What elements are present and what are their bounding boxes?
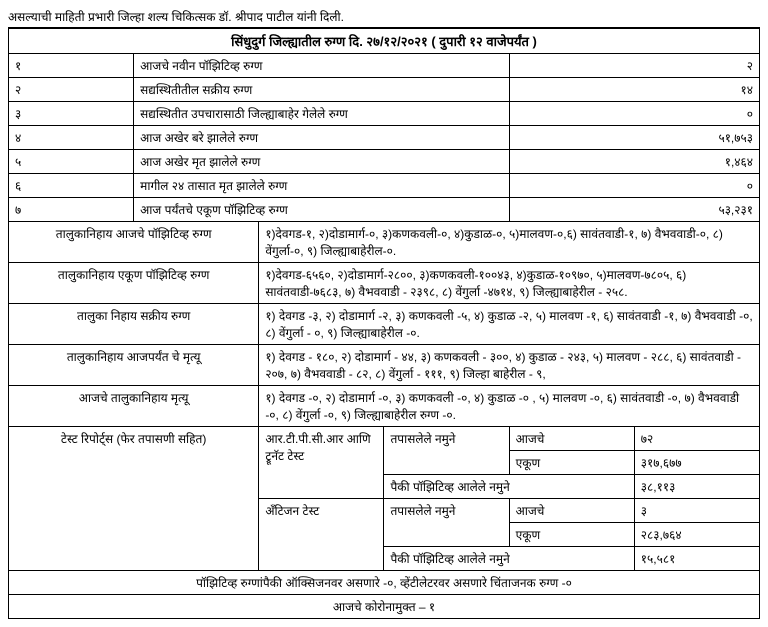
- taluka-row: आजचे तालुकानिहाय मृत्यू १) देवगड -०, २) …: [9, 386, 760, 427]
- taluka-value: १) देवगड -३, २) दोडामार्ग -२, ३) कणकवली …: [259, 304, 760, 345]
- bottom-note-2: आजचे कोरोनामुक्त – १: [9, 595, 760, 619]
- row-label: सद्यस्थितीत उपचारासाठी जिल्ह्याबाहेर गेल…: [134, 102, 509, 126]
- test-type-rtpcr: आर.टी.पी.सी.आर आणि ट्रूनॅट टेस्ट: [259, 427, 384, 499]
- row-label: मागील २४ तासात मृत झालेले रुग्ण: [134, 174, 509, 198]
- row-num: ३: [9, 102, 134, 126]
- stat-row: ६ मागील २४ तासात मृत झालेले रुग्ण ०: [9, 174, 760, 198]
- test-value: १५,५८१: [634, 547, 759, 571]
- taluka-row: तालुकानिहाय आजपर्यंत चे मृत्यू १) देवगड …: [9, 345, 760, 386]
- row-label: आज पर्यंतचे एकूण पॉझिटिव्ह रुग्ण: [134, 198, 509, 222]
- row-num: २: [9, 78, 134, 102]
- taluka-label: तालुकानिहाय एकूण पॉझिटिव्ह रुग्ण: [9, 263, 259, 304]
- table-title: सिंधुदुर्ग जिल्ह्यातील रुग्ण दि. २७/१२/२…: [9, 29, 760, 54]
- row-label: आजचे नवीन पॉझिटिव्ह रुग्ण: [134, 54, 509, 78]
- taluka-value: १) देवगड -०, २) दोडामार्ग -०, ३) कणकवली …: [259, 386, 760, 427]
- row-num: ५: [9, 150, 134, 174]
- taluka-label: तालुकानिहाय आजपर्यंत चे मृत्यू: [9, 345, 259, 386]
- test-metric: तपासलेले नमुने: [384, 499, 509, 547]
- taluka-row: तालुकानिहाय एकूण पॉझिटिव्ह रुग्ण १)देवगड…: [9, 263, 760, 304]
- taluka-value: १)देवगड-१, २)दोडामार्ग-०, ३)कणकवली-०, ४)…: [259, 222, 760, 263]
- taluka-row: तालुकानिहाय आजचे पॉझिटिव्ह रुग्ण १)देवगड…: [9, 222, 760, 263]
- taluka-value: १) देवगड - १८०, २) दोडामार्ग - ४४, ३) कण…: [259, 345, 760, 386]
- stat-row: १ आजचे नवीन पॉझिटिव्ह रुग्ण २: [9, 54, 760, 78]
- stat-row: ३ सद्यस्थितीत उपचारासाठी जिल्ह्याबाहेर ग…: [9, 102, 760, 126]
- row-value: ५३,२३१: [509, 198, 759, 222]
- row-num: ७: [9, 198, 134, 222]
- test-sub-today: आजचे: [509, 499, 634, 523]
- test-pos-label: पैकी पॉझिटिव्ह आलेले नमुने: [384, 475, 634, 499]
- covid-report-table: सिंधुदुर्ग जिल्ह्यातील रुग्ण दि. २७/१२/२…: [8, 28, 760, 619]
- test-row: टेस्ट रिपोर्ट्स (फेर तपासणी सहित) आर.टी.…: [9, 427, 760, 451]
- test-pos-label: पैकी पॉझिटिव्ह आलेले नमुने: [384, 547, 634, 571]
- stat-row: ४ आज अखेर बरे झालेले रुग्ण ५१,७५३: [9, 126, 760, 150]
- row-value: १४: [509, 78, 759, 102]
- taluka-label: तालुकानिहाय आजचे पॉझिटिव्ह रुग्ण: [9, 222, 259, 263]
- test-value: ३८,११३: [634, 475, 759, 499]
- test-sub-total: एकूण: [509, 451, 634, 475]
- test-value: ३१७,६७७: [634, 451, 759, 475]
- test-type-antigen: अँटिजन टेस्ट: [259, 499, 384, 571]
- row-label: सद्यस्थितीतील सक्रीय रुग्ण: [134, 78, 509, 102]
- stat-row: २ सद्यस्थितीतील सक्रीय रुग्ण १४: [9, 78, 760, 102]
- taluka-label: आजचे तालुकानिहाय मृत्यू: [9, 386, 259, 427]
- row-label: आज अखेर बरे झालेले रुग्ण: [134, 126, 509, 150]
- test-metric: तपासलेले नमुने: [384, 427, 509, 475]
- test-sub-total: एकूण: [509, 523, 634, 547]
- stat-row: ५ आज अखेर मृत झालेले रुग्ण १,४६४: [9, 150, 760, 174]
- test-value: २८३,७६४: [634, 523, 759, 547]
- row-value: १,४६४: [509, 150, 759, 174]
- row-value: ५१,७५३: [509, 126, 759, 150]
- taluka-value: १)देवगड-६५६०, २)दोडामार्ग-२८००, ३)कणकवली…: [259, 263, 760, 304]
- row-value: २: [509, 54, 759, 78]
- row-label: आज अखेर मृत झालेले रुग्ण: [134, 150, 509, 174]
- row-value: ०: [509, 102, 759, 126]
- test-section-label: टेस्ट रिपोर्ट्स (फेर तपासणी सहित): [9, 427, 259, 571]
- row-num: १: [9, 54, 134, 78]
- row-num: ६: [9, 174, 134, 198]
- row-num: ४: [9, 126, 134, 150]
- test-value: ७२: [634, 427, 759, 451]
- bottom-note-1: पॉझिटिव्ह रुग्णांपैकी ऑक्सिजनवर असणारे -…: [9, 571, 760, 595]
- taluka-label: तालुका निहाय सक्रीय रुग्ण: [9, 304, 259, 345]
- stat-row: ७ आज पर्यंतचे एकूण पॉझिटिव्ह रुग्ण ५३,२३…: [9, 198, 760, 222]
- test-sub-today: आजचे: [509, 427, 634, 451]
- test-value: ३: [634, 499, 759, 523]
- top-context-line: असल्याची माहिती प्रभारी जिल्हा शल्य चिकि…: [8, 8, 760, 28]
- row-value: ०: [509, 174, 759, 198]
- taluka-row: तालुका निहाय सक्रीय रुग्ण १) देवगड -३, २…: [9, 304, 760, 345]
